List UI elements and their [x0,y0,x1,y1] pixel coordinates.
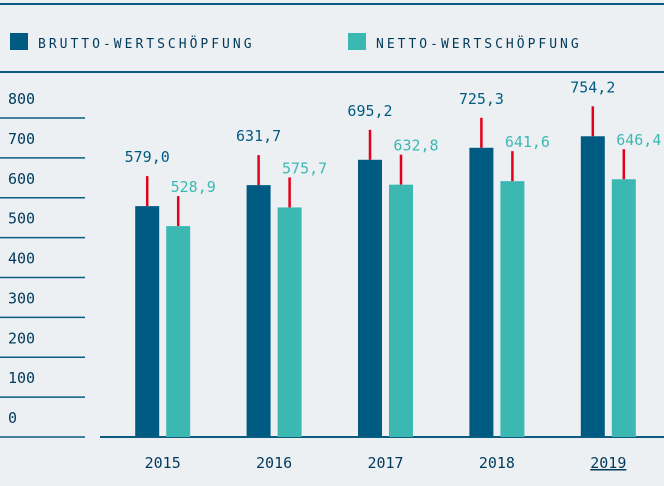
x-tick-label: 2019 [590,454,626,472]
y-tick-label: 0 [8,409,17,427]
value-label: 725,3 [459,90,504,108]
bar [580,136,605,437]
value-label: 695,2 [347,102,392,120]
legend-label: NETTO-WERTSCHÖPFUNG [376,35,582,52]
bar [389,184,413,437]
y-tick-label: 600 [8,170,35,188]
value-label: 632,8 [393,137,438,155]
value-label: 754,2 [570,78,615,96]
value-label: 575,7 [282,159,327,177]
y-tick-label: 100 [8,369,35,387]
y-tick-label: 700 [8,130,35,148]
y-tick-label: 400 [8,250,35,268]
legend-swatch [10,33,28,50]
x-tick-label: 2016 [256,454,292,472]
bar [469,147,494,437]
bar [246,185,271,437]
value-label: 579,0 [125,148,170,166]
y-tick-label: 800 [8,90,35,108]
bar [166,226,191,437]
bar [500,181,525,437]
legend-label: BRUTTO-WERTSCHÖPFUNG [38,35,255,52]
value-label: 528,9 [171,178,216,196]
y-tick-label: 500 [8,210,35,228]
x-tick-label: 2018 [479,454,515,472]
value-label: 646,4 [616,131,661,149]
y-tick-label: 200 [8,329,35,347]
x-tick-label: 2017 [367,454,403,472]
x-tick-label: 2015 [145,454,181,472]
bar [135,206,160,437]
legend-swatch [348,33,366,50]
value-label: 641,6 [505,133,550,151]
y-tick-label: 300 [8,289,35,307]
bar [358,159,382,437]
bar [277,207,302,437]
bar [611,179,636,438]
value-label: 631,7 [236,127,281,145]
